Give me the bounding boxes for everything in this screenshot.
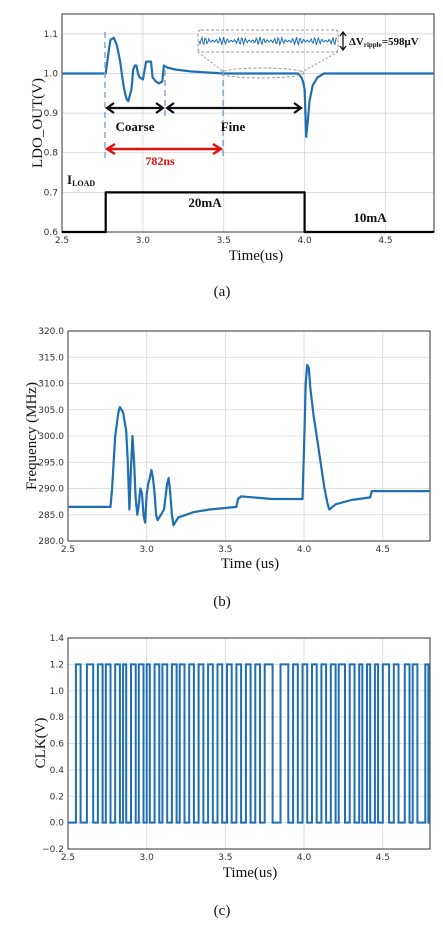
panel-c-clock: 2.5 3.0 3.5 4.0 4.5 −0.2 0.0 0.2 0.4 0.6 0.8 1.0 1.2… — [33, 634, 431, 919]
ripple-label-value: =598μV — [382, 36, 419, 48]
panel-1-xtick-1: 3.0 — [136, 236, 151, 246]
panel-3-ytick-7: 1.2 — [50, 660, 64, 670]
panel-b-caption: (b) — [213, 594, 231, 610]
ripple-waveform — [198, 35, 337, 47]
ripple-inset-box — [197, 29, 339, 53]
panel-b-ylabel: Frequency (MHz) — [24, 382, 40, 490]
panel-1-xtick-0: 2.5 — [55, 236, 69, 246]
panel-2-xtick-3: 4.0 — [297, 545, 312, 555]
panel-b-xlabel: Time (us) — [221, 556, 279, 572]
panel-2-xtick-4: 4.5 — [376, 545, 390, 555]
coarse-label: Coarse — [116, 119, 155, 134]
panel-b-grid — [67, 330, 430, 542]
panel-1-ytick-0: 0.6 — [44, 228, 59, 238]
panel-2-ytick-4: 300.0 — [38, 432, 64, 442]
panel-3-ytick-3: 0.4 — [50, 766, 65, 776]
panel-a-caption: (a) — [214, 284, 231, 300]
panel-a-ldo-out: 2.5 3.0 3.5 4.0 4.5 0.6 0.7 0.8 0.9 1.0 1.1 Time(u… — [30, 13, 435, 300]
fine-label: Fine — [221, 119, 246, 134]
panel-2-xtick-0: 2.5 — [61, 545, 75, 555]
panel-2-ytick-8: 320.0 — [38, 327, 64, 337]
panel-3-ytick-0: −0.2 — [42, 845, 64, 855]
panel-3-ytick-4: 0.6 — [50, 740, 65, 750]
panel-2-ytick-0: 280.0 — [38, 537, 64, 547]
panel-3-xtick-3: 4.0 — [297, 853, 312, 863]
ripple-connector-right — [299, 51, 339, 74]
panel-a-xlabel: Time(us) — [229, 248, 283, 264]
panel-c-ylabel: CLK(V) — [33, 718, 49, 769]
ripple-arrow — [339, 30, 347, 52]
panel-b-frame — [67, 330, 431, 542]
settle-arrow — [104, 142, 224, 156]
panel-b-lines — [68, 364, 430, 527]
panel-2-ytick-5: 305.0 — [38, 406, 64, 416]
panel-2-ytick-3: 295.0 — [38, 458, 64, 468]
panel-c-frame — [67, 637, 431, 850]
panel-2-ytick-2: 290.0 — [38, 485, 64, 495]
panel-1-ytick-2: 0.8 — [44, 149, 59, 159]
panel-c-caption: (c) — [214, 903, 231, 919]
panel-b-frequency: 2.5 3.0 3.5 4.0 4.5 280.0 285.0 290.0 295.0 300.0… — [24, 327, 431, 610]
panel-c-ticks: 2.5 3.0 3.5 4.0 4.5 −0.2 0.0 0.2 0.4 0.6 0.8 1.0 1.2… — [42, 634, 390, 863]
panel-a-ylabel: LDO_OUT(V) — [30, 78, 46, 168]
panel-2-xtick-2: 3.5 — [218, 545, 232, 555]
ripple-label-sub: ripple — [364, 41, 382, 49]
panel-3-xtick-2: 3.5 — [218, 853, 232, 863]
ripple-label-delta: ΔV — [349, 36, 364, 48]
panel-3-ytick-2: 0.2 — [50, 792, 64, 802]
panel-3-xtick-4: 4.5 — [376, 853, 390, 863]
panel-c-lines — [68, 663, 430, 824]
panel-2-ytick-1: 285.0 — [38, 511, 64, 521]
panel-a-frame — [61, 13, 435, 233]
fine-arrow — [165, 102, 303, 114]
panel-1-xtick-3: 4.0 — [297, 236, 312, 246]
load-high-label: 20mA — [188, 195, 222, 210]
settle-label: 782ns — [145, 154, 175, 168]
panel-3-ytick-1: 0.0 — [50, 819, 65, 829]
panel-1-xtick-2: 3.5 — [217, 236, 231, 246]
panel-c-xlabel: Time(us) — [223, 865, 277, 881]
iload-label: ILOAD — [67, 172, 95, 188]
ripple-zoom-ellipse — [219, 67, 305, 79]
ripple-inset: ΔVripple=598μV — [197, 29, 419, 79]
panel-2-ytick-7: 315.0 — [38, 353, 64, 363]
panel-a-ticks: 2.5 3.0 3.5 4.0 4.5 0.6 0.7 0.8 0.9 1.0 1.1 — [44, 30, 393, 246]
panel-3-ytick-6: 1.0 — [50, 687, 65, 697]
ripple-label: ΔVripple=598μV — [349, 36, 419, 49]
panel-3-clock-series — [68, 663, 430, 824]
panel-1-ytick-4: 1.0 — [44, 69, 59, 79]
panel-b-ticks: 2.5 3.0 3.5 4.0 4.5 280.0 285.0 290.0 295.0 300.0… — [38, 327, 390, 555]
coarse-arrow — [105, 102, 165, 114]
load-low-label: 10mA — [353, 210, 387, 225]
panel-1-series-0 — [62, 36, 434, 138]
panel-3-xtick-1: 3.0 — [140, 853, 155, 863]
panel-2-ytick-6: 310.0 — [38, 380, 64, 390]
panel-2-series-0 — [68, 364, 430, 527]
panel-1-xtick-4: 4.5 — [378, 236, 392, 246]
iload-label-main: I — [67, 172, 72, 187]
panel-3-ytick-5: 0.8 — [50, 713, 65, 723]
panel-1-series-1 — [62, 191, 434, 234]
panel-3-xtick-0: 2.5 — [61, 853, 75, 863]
panel-a-lines — [62, 36, 434, 234]
panel-1-ytick-5: 1.1 — [44, 30, 58, 40]
panel-2-xtick-1: 3.0 — [140, 545, 155, 555]
ripple-connector-left — [197, 51, 226, 74]
panel-3-ytick-8: 1.4 — [50, 634, 65, 644]
panel-1-ytick-1: 0.7 — [44, 188, 58, 198]
iload-label-sub: LOAD — [72, 179, 95, 188]
panel-1-ytick-3: 0.9 — [44, 109, 59, 119]
timing-annotations: Coarse Fine 782ns — [104, 32, 303, 168]
